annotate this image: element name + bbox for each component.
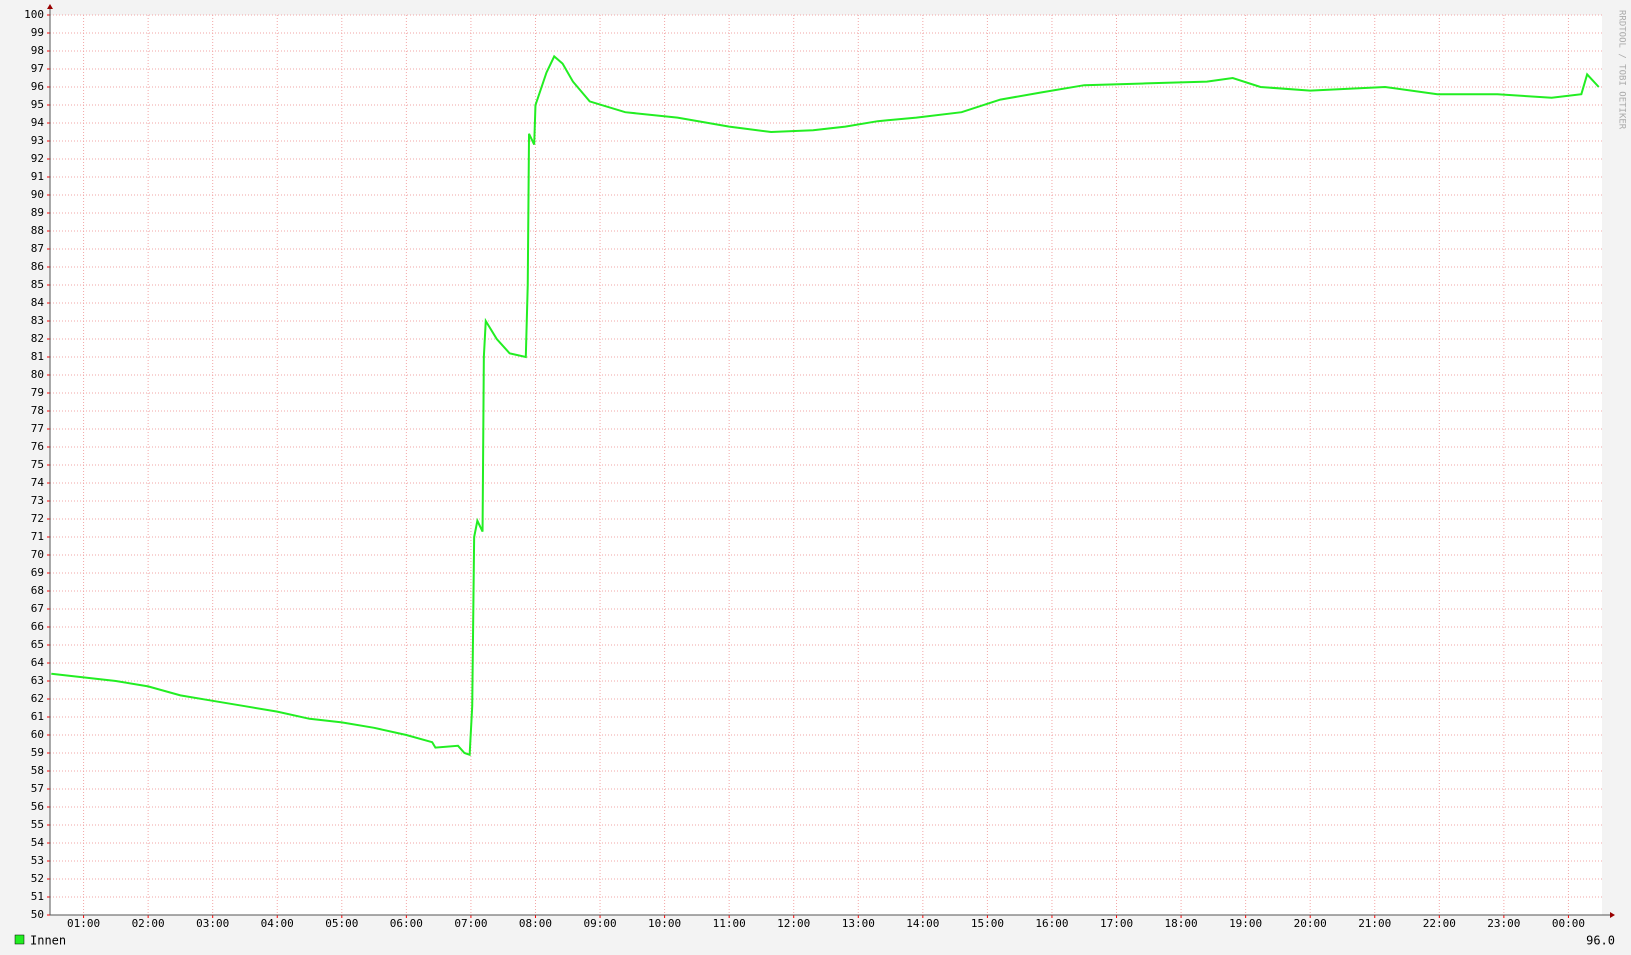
y-tick-label: 58 bbox=[31, 764, 44, 777]
x-tick-label: 00:00 bbox=[1552, 917, 1585, 930]
legend-swatch bbox=[14, 934, 25, 945]
y-tick-label: 74 bbox=[31, 476, 45, 489]
x-tick-label: 03:00 bbox=[196, 917, 229, 930]
y-tick-label: 64 bbox=[31, 656, 45, 669]
x-tick-label: 21:00 bbox=[1358, 917, 1391, 930]
axis-arrow bbox=[1610, 912, 1615, 918]
y-tick-label: 82 bbox=[31, 332, 44, 345]
y-tick-label: 90 bbox=[31, 188, 44, 201]
x-tick-label: 04:00 bbox=[261, 917, 294, 930]
x-tick-label: 12:00 bbox=[777, 917, 810, 930]
y-tick-label: 89 bbox=[31, 206, 44, 219]
x-tick-label: 17:00 bbox=[1100, 917, 1133, 930]
y-tick-label: 63 bbox=[31, 674, 44, 687]
x-tick-label: 10:00 bbox=[648, 917, 681, 930]
y-tick-label: 65 bbox=[31, 638, 44, 651]
y-tick-label: 67 bbox=[31, 602, 44, 615]
y-tick-label: 97 bbox=[31, 62, 44, 75]
y-tick-label: 62 bbox=[31, 692, 44, 705]
y-tick-label: 80 bbox=[31, 368, 44, 381]
y-tick-label: 96 bbox=[31, 80, 44, 93]
x-tick-label: 15:00 bbox=[971, 917, 1004, 930]
x-tick-label: 01:00 bbox=[67, 917, 100, 930]
y-tick-label: 91 bbox=[31, 170, 44, 183]
y-tick-label: 88 bbox=[31, 224, 44, 237]
watermark: RRDTOOL / TOBI OETIKER bbox=[1617, 10, 1627, 130]
x-tick-label: 08:00 bbox=[519, 917, 552, 930]
y-tick-label: 57 bbox=[31, 782, 44, 795]
y-tick-label: 72 bbox=[31, 512, 44, 525]
y-tick-label: 81 bbox=[31, 350, 44, 363]
y-tick-label: 54 bbox=[31, 836, 45, 849]
y-tick-label: 55 bbox=[31, 818, 44, 831]
x-tick-label: 19:00 bbox=[1229, 917, 1262, 930]
y-tick-label: 85 bbox=[31, 278, 44, 291]
y-tick-label: 98 bbox=[31, 44, 44, 57]
current-value: 96.0 bbox=[1586, 934, 1615, 948]
y-tick-label: 66 bbox=[31, 620, 44, 633]
line bbox=[51, 54, 1600, 757]
x-tick-label: 18:00 bbox=[1165, 917, 1198, 930]
y-tick-label: 59 bbox=[31, 746, 44, 759]
x-tick-label: 22:00 bbox=[1423, 917, 1456, 930]
x-tick-label: 20:00 bbox=[1294, 917, 1327, 930]
y-tick-label: 60 bbox=[31, 728, 44, 741]
y-tick-label: 84 bbox=[31, 296, 45, 309]
y-tick-label: 73 bbox=[31, 494, 44, 507]
x-tick-label: 11:00 bbox=[713, 917, 746, 930]
y-tick-label: 53 bbox=[31, 854, 44, 867]
x-tick-label: 02:00 bbox=[132, 917, 165, 930]
x-tick-label: 07:00 bbox=[454, 917, 487, 930]
y-tick-label: 61 bbox=[31, 710, 44, 723]
x-tick-label: 14:00 bbox=[906, 917, 939, 930]
axis-arrow bbox=[47, 4, 53, 9]
x-tick-label: 16:00 bbox=[1035, 917, 1068, 930]
y-tick-label: 79 bbox=[31, 386, 44, 399]
x-tick-label: 05:00 bbox=[325, 917, 358, 930]
y-tick-label: 75 bbox=[31, 458, 44, 471]
y-tick-label: 94 bbox=[31, 116, 45, 129]
y-tick-label: 56 bbox=[31, 800, 44, 813]
y-tick-label: 50 bbox=[31, 908, 44, 921]
x-tick-label: 13:00 bbox=[842, 917, 875, 930]
y-tick-label: 78 bbox=[31, 404, 44, 417]
y-tick-label: 51 bbox=[31, 890, 44, 903]
y-tick-label: 86 bbox=[31, 260, 44, 273]
legend-label: Innen bbox=[30, 934, 66, 948]
y-tick-label: 77 bbox=[31, 422, 44, 435]
y-tick-label: 87 bbox=[31, 242, 44, 255]
y-tick-label: 71 bbox=[31, 530, 44, 543]
y-tick-label: 76 bbox=[31, 440, 44, 453]
x-tick-label: 09:00 bbox=[583, 917, 616, 930]
y-tick-label: 83 bbox=[31, 314, 44, 327]
y-tick-label: 70 bbox=[31, 548, 44, 561]
y-tick-label: 69 bbox=[31, 566, 44, 579]
y-tick-label: 68 bbox=[31, 584, 44, 597]
y-tick-label: 52 bbox=[31, 872, 44, 885]
plot-area bbox=[50, 15, 1602, 915]
y-tick-label: 92 bbox=[31, 152, 44, 165]
y-tick-label: 93 bbox=[31, 134, 44, 147]
y-tick-label: 95 bbox=[31, 98, 44, 111]
x-tick-label: 06:00 bbox=[390, 917, 423, 930]
y-tick-label: 100 bbox=[24, 8, 44, 21]
x-tick-label: 23:00 bbox=[1487, 917, 1520, 930]
y-tick-label: 99 bbox=[31, 26, 44, 39]
